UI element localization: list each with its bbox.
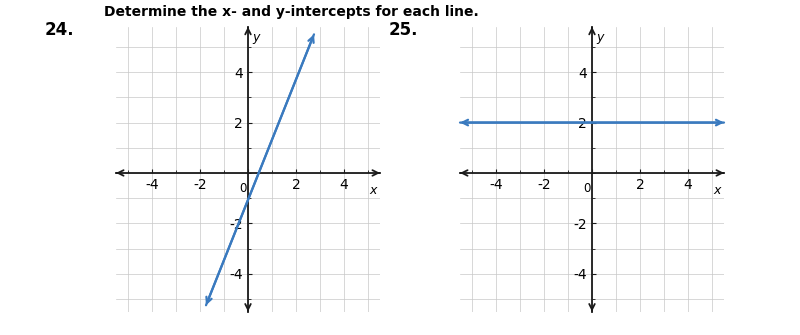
Text: 0: 0 xyxy=(239,182,246,195)
Text: y: y xyxy=(597,30,604,44)
Text: 25.: 25. xyxy=(388,21,418,39)
Text: y: y xyxy=(253,30,260,44)
Text: 0: 0 xyxy=(583,182,590,195)
Text: Determine the x- and y-intercepts for each line.: Determine the x- and y-intercepts for ea… xyxy=(104,5,478,19)
Text: x: x xyxy=(713,184,721,197)
Text: x: x xyxy=(369,184,376,197)
Text: 24.: 24. xyxy=(44,21,74,39)
